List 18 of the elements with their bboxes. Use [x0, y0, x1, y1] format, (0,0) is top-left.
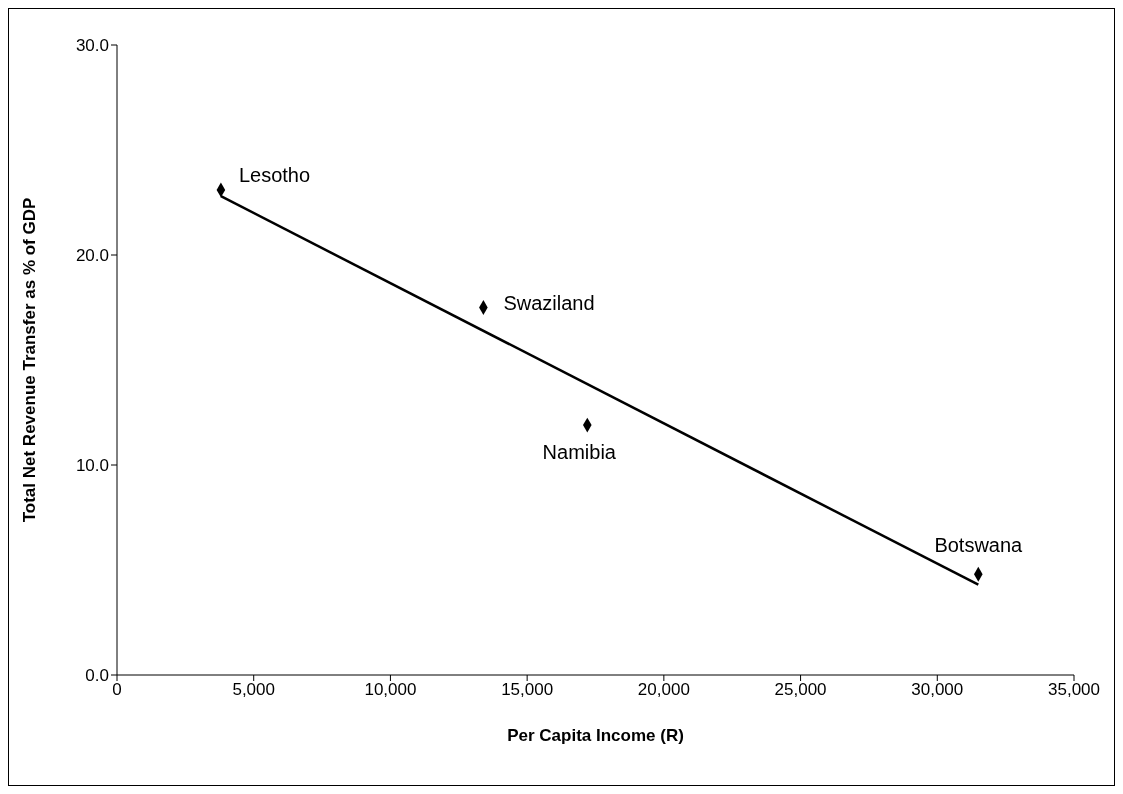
x-tick-label: 30,000 [911, 680, 964, 700]
x-axis-title: Per Capita Income (R) [507, 726, 684, 745]
x-tick-label: 25,000 [774, 680, 827, 700]
x-tick-label: 20,000 [637, 680, 690, 700]
annotation: Botswana [934, 534, 1024, 557]
annotation: Swaziland [503, 291, 595, 314]
annotation: Lesotho [238, 163, 311, 186]
y-tick-label: 20.0 [75, 246, 109, 266]
y-axis-title: Total Net Revenue Transfer as % of GDP [20, 197, 40, 523]
y-tick-label: 30.0 [75, 36, 109, 56]
y-tick-label: 10.0 [75, 456, 109, 476]
y-tick-label: 0.0 [85, 666, 109, 686]
x-tick-label: 15,000 [501, 680, 554, 700]
x-tick-label: 0 [112, 680, 122, 700]
x-tick-label: 5,000 [232, 680, 275, 700]
annotation: Namibia [542, 441, 617, 464]
x-tick-label: 35,000 [1048, 680, 1100, 700]
x-tick-label: 10,000 [364, 680, 417, 700]
